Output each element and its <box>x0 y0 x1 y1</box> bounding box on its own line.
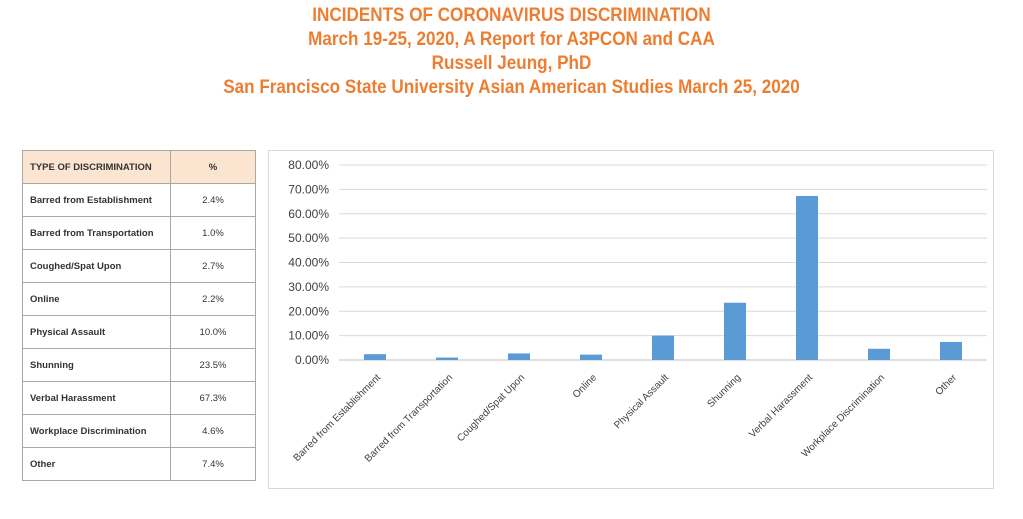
row-percent: 4.6% <box>170 414 256 448</box>
x-tick-label: Physical Assault <box>612 372 671 431</box>
table-row: Verbal Harassment 67.3% <box>22 381 256 415</box>
report-title: INCIDENTS OF CORONAVIRUS DISCRIMINATION … <box>51 4 972 100</box>
table-row: Barred from Transportation 1.0% <box>22 216 256 250</box>
table-row: Barred from Establishment 2.4% <box>22 183 256 217</box>
chart-area: 0.00% 10.00% 20.00% 30.00% 40.00% 50.00% 60.00… <box>268 150 994 489</box>
x-tick-label: Workplace Discrimination <box>800 372 887 459</box>
table-row: Other 7.4% <box>22 447 256 481</box>
row-type: Verbal Harassment <box>22 381 171 415</box>
x-tick-label: Online <box>571 372 600 401</box>
table-row: Physical Assault 10.0% <box>22 315 256 349</box>
row-type: Coughed/Spat Upon <box>22 249 171 283</box>
y-tick-label: 10.00% <box>288 329 329 343</box>
bar-workplace-discrimination <box>868 348 890 360</box>
title-line-4: San Francisco State University Asian Ame… <box>223 77 800 98</box>
x-tick-label: Shunning <box>705 372 743 410</box>
bar-coughed-spat-upon <box>508 353 530 360</box>
table-row: Workplace Discrimination 4.6% <box>22 414 256 448</box>
bar-physical-assault <box>652 335 674 360</box>
row-type: Online <box>22 282 171 316</box>
table-header-row: TYPE OF DISCRIMINATION % <box>22 150 256 184</box>
y-tick-label: 0.00% <box>295 353 329 367</box>
bar-other <box>940 341 962 360</box>
row-percent: 2.7% <box>170 249 256 283</box>
bar-barred-from-transportation <box>436 357 458 360</box>
bar-online <box>580 354 602 360</box>
bar-barred-from-establishment <box>364 354 386 360</box>
y-tick-label: 50.00% <box>288 231 329 245</box>
discrimination-table: TYPE OF DISCRIMINATION % Barred from Est… <box>22 150 256 481</box>
row-type: Other <box>22 447 171 481</box>
y-tick-label: 70.00% <box>288 182 329 196</box>
row-percent: 7.4% <box>170 447 256 481</box>
y-tick-label: 40.00% <box>288 256 329 270</box>
row-percent: 67.3% <box>170 381 256 415</box>
title-line-1: INCIDENTS OF CORONAVIRUS DISCRIMINATION <box>312 5 711 26</box>
row-percent: 10.0% <box>170 315 256 349</box>
x-tick-label: Coughed/Spat Upon <box>455 372 527 444</box>
row-percent: 23.5% <box>170 348 256 382</box>
table-row: Shunning 23.5% <box>22 348 256 382</box>
y-tick-label: 30.00% <box>288 280 329 294</box>
bar-chart: 0.00% 10.00% 20.00% 30.00% 40.00% 50.00% 60.00… <box>288 158 987 465</box>
table-row: Coughed/Spat Upon 2.7% <box>22 249 256 283</box>
y-tick-label: 80.00% <box>288 158 329 172</box>
row-type: Workplace Discrimination <box>22 414 171 448</box>
bar-shunning <box>724 302 746 360</box>
x-tick-label: Other <box>934 372 960 398</box>
header-type: TYPE OF DISCRIMINATION <box>22 150 171 184</box>
row-type: Physical Assault <box>22 315 171 349</box>
title-line-2: March 19-25, 2020, A Report for A3PCON a… <box>308 29 715 50</box>
row-percent: 1.0% <box>170 216 256 250</box>
x-tick-label: Verbal Harassment <box>747 372 815 440</box>
row-percent: 2.4% <box>170 183 256 217</box>
header-percent: % <box>170 150 256 184</box>
y-tick-label: 60.00% <box>288 207 329 221</box>
row-percent: 2.2% <box>170 282 256 316</box>
y-tick-label: 20.00% <box>288 304 329 318</box>
row-type: Barred from Establishment <box>22 183 171 217</box>
row-type: Barred from Transportation <box>22 216 171 250</box>
bar-verbal-harassment <box>796 195 818 360</box>
title-line-3: Russell Jeung, PhD <box>431 53 592 74</box>
table-row: Online 2.2% <box>22 282 256 316</box>
row-type: Shunning <box>22 348 171 382</box>
